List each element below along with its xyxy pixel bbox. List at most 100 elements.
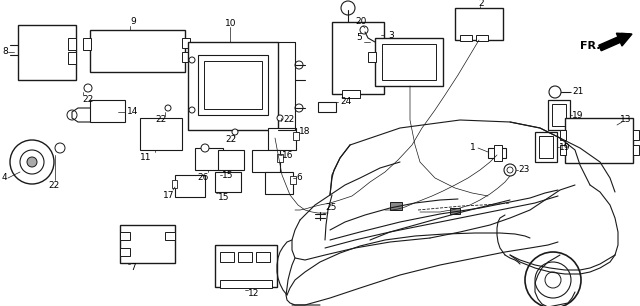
Bar	[204, 61, 262, 109]
Bar	[120, 232, 130, 240]
Text: 17: 17	[163, 191, 175, 200]
Circle shape	[549, 86, 561, 98]
Text: 8: 8	[2, 47, 8, 57]
Bar	[382, 44, 436, 80]
Circle shape	[545, 272, 561, 288]
Bar	[172, 180, 177, 188]
Bar	[195, 148, 223, 170]
Bar	[548, 100, 570, 130]
Bar	[460, 35, 472, 41]
Bar	[165, 232, 175, 240]
Bar	[90, 30, 185, 72]
Text: 5: 5	[356, 33, 362, 43]
Circle shape	[201, 144, 209, 152]
Bar	[256, 252, 270, 262]
FancyArrow shape	[599, 33, 632, 51]
Circle shape	[165, 105, 171, 111]
Bar	[332, 22, 384, 94]
Bar	[368, 52, 376, 62]
Circle shape	[295, 104, 303, 112]
Text: 19: 19	[572, 110, 584, 120]
Circle shape	[525, 252, 581, 306]
Circle shape	[341, 1, 355, 15]
Text: 18: 18	[299, 128, 310, 136]
Bar	[120, 225, 175, 263]
Bar	[120, 248, 130, 256]
Text: 7: 7	[130, 263, 136, 273]
Text: 12: 12	[248, 289, 259, 297]
Text: 22: 22	[82, 95, 93, 105]
Text: 22: 22	[225, 136, 236, 144]
Circle shape	[67, 110, 77, 120]
Bar	[535, 132, 557, 162]
Bar	[182, 52, 190, 62]
Bar	[238, 252, 252, 262]
Text: 15: 15	[222, 170, 234, 180]
Text: 6: 6	[296, 174, 301, 182]
Text: FR.: FR.	[580, 41, 600, 51]
Text: 3: 3	[388, 31, 394, 39]
Circle shape	[232, 129, 238, 135]
Text: 26: 26	[197, 174, 209, 182]
Circle shape	[10, 140, 54, 184]
Bar	[290, 176, 296, 184]
Bar	[268, 128, 296, 150]
Circle shape	[507, 167, 513, 173]
Text: 23: 23	[518, 166, 529, 174]
Text: 19: 19	[559, 143, 570, 151]
Text: 22: 22	[155, 115, 166, 125]
Bar	[220, 252, 234, 262]
Bar	[83, 38, 91, 50]
Text: 9: 9	[130, 17, 136, 27]
Circle shape	[55, 143, 65, 153]
Bar	[68, 38, 76, 50]
Text: 2: 2	[478, 0, 484, 9]
Bar	[140, 118, 182, 150]
Bar	[18, 25, 76, 80]
Bar	[215, 245, 277, 287]
Text: 1: 1	[470, 144, 476, 152]
Text: 11: 11	[140, 154, 152, 162]
Text: 10: 10	[225, 20, 237, 28]
Bar	[265, 172, 293, 194]
Text: 22: 22	[48, 181, 60, 189]
Bar	[277, 154, 283, 162]
Bar	[560, 145, 566, 155]
Circle shape	[189, 107, 195, 113]
Circle shape	[295, 61, 303, 69]
Circle shape	[360, 26, 368, 34]
Bar	[175, 175, 205, 197]
Bar	[198, 55, 268, 115]
Bar	[182, 38, 190, 48]
Circle shape	[535, 262, 571, 298]
Bar	[476, 35, 488, 41]
Bar	[375, 38, 443, 86]
Bar	[633, 145, 639, 155]
Bar	[68, 52, 76, 64]
Bar	[220, 280, 272, 288]
Circle shape	[27, 157, 37, 167]
Circle shape	[504, 164, 516, 176]
Bar	[215, 172, 241, 192]
Bar	[390, 202, 402, 210]
Circle shape	[189, 57, 195, 63]
Circle shape	[84, 84, 92, 92]
Bar	[342, 90, 360, 98]
Text: 21: 21	[572, 88, 584, 96]
Text: 22: 22	[283, 115, 294, 125]
Circle shape	[277, 115, 283, 121]
Bar	[188, 42, 278, 130]
Text: 14: 14	[127, 107, 138, 117]
Circle shape	[20, 150, 44, 174]
Text: 25: 25	[325, 203, 337, 212]
Bar	[90, 100, 125, 122]
Text: 24: 24	[340, 98, 351, 106]
Text: 20: 20	[355, 17, 366, 27]
Bar	[318, 102, 336, 112]
Text: 16: 16	[282, 151, 294, 159]
Text: 15: 15	[218, 192, 230, 201]
Bar	[565, 118, 633, 163]
Bar	[455, 8, 503, 40]
Bar	[293, 132, 299, 140]
Bar	[552, 104, 566, 126]
